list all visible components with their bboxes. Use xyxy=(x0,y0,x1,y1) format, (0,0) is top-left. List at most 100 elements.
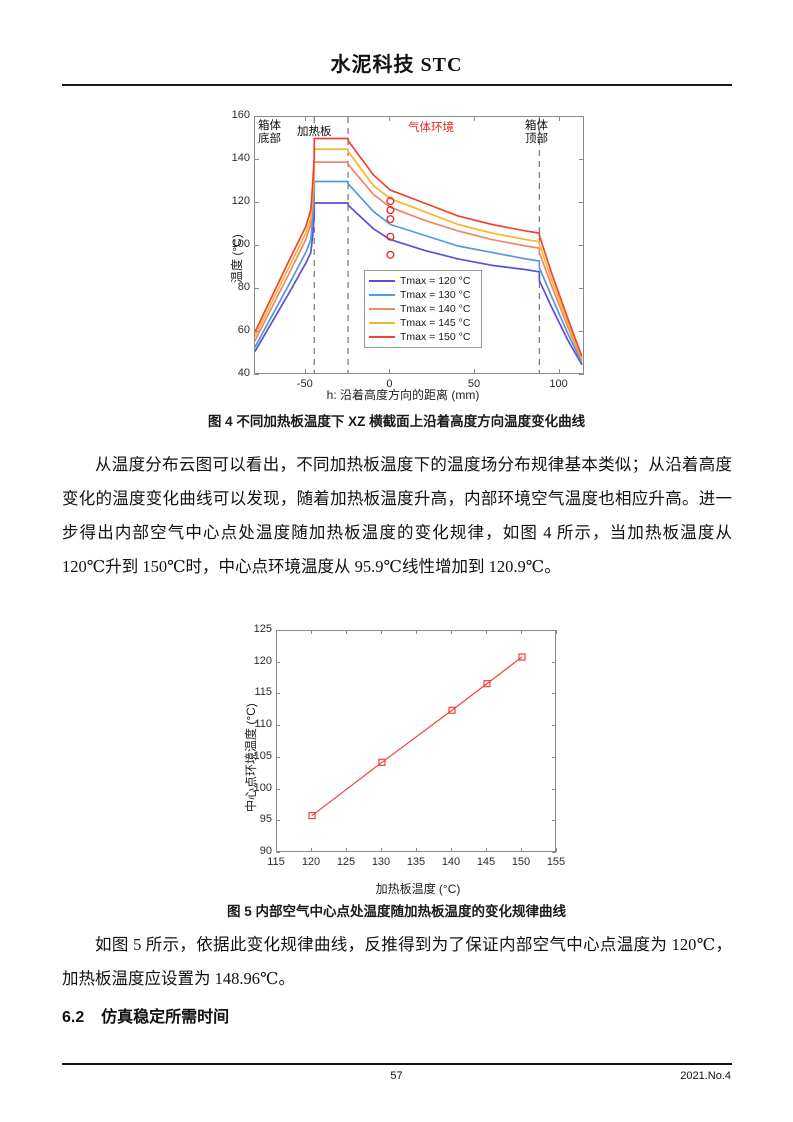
figure5-data-point-3 xyxy=(483,680,491,688)
figure4-caption: 图 4 不同加热板温度下 XZ 横截面上沿着高度方向温度变化曲线 xyxy=(207,414,586,429)
figure4-legend-swatch-2 xyxy=(369,308,395,310)
figure4-center-marker-3 xyxy=(386,206,395,215)
figure4-y-tick-80: 80 xyxy=(237,281,250,293)
figure4-y-tick-40: 40 xyxy=(237,367,250,379)
figure4-legend-swatch-3 xyxy=(369,322,395,324)
figure4-y-tickmark-40 xyxy=(254,374,259,375)
figure5-x-tick-140: 140 xyxy=(441,856,461,868)
region-label-box-bottom-line2: 底部 xyxy=(258,132,281,145)
figure4-legend-row-3[interactable]: Tmax = 145 °C xyxy=(369,316,476,330)
figure4-legend-row-4[interactable]: Tmax = 150 °C xyxy=(369,330,476,344)
figure4-legend-row-2[interactable]: Tmax = 140 °C xyxy=(369,302,476,316)
figure5-x-tickmark-top-150 xyxy=(521,630,522,634)
footer-divider xyxy=(62,1063,732,1065)
figure5-x-tickmark-top-135 xyxy=(416,630,417,634)
figure5-x-tickmark-top-145 xyxy=(486,630,487,634)
figure4-legend-swatch-0 xyxy=(369,280,395,282)
figure5-y-axis-title: 中心点环境温度 (°C) xyxy=(244,703,258,812)
figure4-x-tickmark-top-100 xyxy=(558,116,560,121)
figure5-y-tickmark-right-100 xyxy=(552,788,556,790)
figure5-y-tick-95: 95 xyxy=(259,813,272,826)
figure5-trend-line xyxy=(311,656,523,817)
figure5-data-point-0 xyxy=(308,811,316,820)
figure5-y-tickmark-right-125 xyxy=(552,630,556,631)
figure5-y-tick-125: 125 xyxy=(253,623,272,635)
figure5-x-tick-145: 145 xyxy=(476,856,496,868)
figure4-legend-row-1[interactable]: Tmax = 130 °C xyxy=(369,288,476,302)
region-label-box-top-line2: 顶部 xyxy=(525,132,548,145)
figure5-y-tickmark-right-110 xyxy=(552,725,556,727)
figure5-x-tick-155: 155 xyxy=(546,856,566,868)
figure4-curves xyxy=(255,117,583,373)
figure4-x-tick--50: -50 xyxy=(296,378,313,390)
figure5-y-tickmark-120 xyxy=(276,661,280,663)
figure5-x-tickmark-135 xyxy=(416,848,417,852)
region-label-heating-plate: 加热板 xyxy=(297,126,332,139)
figure4-center-marker-0 xyxy=(386,250,395,259)
figure5-x-tickmark-140 xyxy=(451,848,452,852)
figure4-y-tick-100: 100 xyxy=(231,238,250,250)
section-heading: 6.2 仿真稳定所需时间 xyxy=(62,1003,229,1027)
figure5-y-tickmark-right-90 xyxy=(552,852,556,853)
figure5-y-tickmark-right-105 xyxy=(552,756,556,758)
body-paragraph-1: 从温度分布云图可以看出，不同加热板温度下的温度场分布规律基本类似；从沿着高度变化… xyxy=(62,455,732,576)
figure4-legend-row-0[interactable]: Tmax = 120 °C xyxy=(369,274,476,288)
figure5-x-tick-130: 130 xyxy=(371,856,391,868)
figure4-y-tickmark-right-40 xyxy=(579,374,584,375)
figure5-caption: 图 5 内部空气中心点处温度随加热板温度的变化规律曲线 xyxy=(226,904,566,919)
figure4-legend-label-3: Tmax = 145 °C xyxy=(400,317,471,329)
figure4-x-tickmark-top-50 xyxy=(474,116,475,121)
figure5-y-tickmark-110 xyxy=(276,725,280,727)
figure5-y-tick-90: 90 xyxy=(259,845,272,857)
figure4-x-tick-50: 50 xyxy=(467,378,481,390)
figure5-x-tickmark-150 xyxy=(521,848,522,852)
figure5-x-tickmark-130 xyxy=(381,848,382,852)
figure4-x-tick-100: 100 xyxy=(549,378,568,390)
figure4-y-tickmark-right-100 xyxy=(579,245,584,246)
figure4-y-tickmark-right-80 xyxy=(579,288,584,289)
figure4-x-tickmark-top-0 xyxy=(389,116,391,121)
figure4-y-tickmark-right-60 xyxy=(579,331,584,332)
figure5-y-tick-120: 120 xyxy=(253,654,272,667)
figure4-x-tickmark-0 xyxy=(389,369,391,374)
figure5-y-tickmark-105 xyxy=(276,756,280,758)
body-paragraph-2: 如图 5 所示，依据此变化规律曲线，反推得到为了保证内部空气中心点温度为 120… xyxy=(62,935,732,988)
figure4-y-tickmark-right-160 xyxy=(579,116,584,117)
figure5-x-tickmark-155 xyxy=(556,848,557,852)
figure5-y-tickmark-right-95 xyxy=(552,820,556,822)
figure5-data-point-2 xyxy=(448,706,456,714)
figure4-y-tickmark-right-140 xyxy=(579,159,584,160)
figure4-series-line-2 xyxy=(255,161,583,361)
figure4-legend-label-1: Tmax = 130 °C xyxy=(400,289,471,301)
figure4-series-line-3 xyxy=(255,148,583,359)
figure4-x-axis-title: h: 沿着高度方向的距离 (mm) xyxy=(326,388,480,402)
figure5-y-tick-115: 115 xyxy=(254,686,272,699)
figure5-x-tickmark-top-155 xyxy=(556,630,557,634)
figure4-legend-label-4: Tmax = 150 °C xyxy=(400,331,471,343)
footer-page-number: 57 xyxy=(390,1070,403,1082)
section-title: 仿真稳定所需时间 xyxy=(101,1009,230,1026)
figure5-series xyxy=(308,653,526,820)
figure5-y-tickmark-100 xyxy=(276,788,280,790)
figure4-legend: Tmax = 120 °C Tmax = 130 °C Tmax = 140 °C T… xyxy=(364,270,482,348)
section-number: 6.2 xyxy=(62,1009,85,1026)
figure5-x-axis-title: 加热板温度 (°C) xyxy=(375,882,461,896)
region-label-gas-environment-line1: 气体环境 xyxy=(408,122,454,134)
figure4-x-tickmark-50 xyxy=(474,369,475,374)
figure4-x-tickmark-100 xyxy=(558,369,560,374)
footer-issue-label: 2021.No.4 xyxy=(680,1070,731,1082)
figure4-y-tick-120: 120 xyxy=(231,195,250,207)
figure4-y-tickmark-160 xyxy=(254,116,259,117)
figure4-chart: 40 60 80 100 120 140 160 -50 0 50 100 h: 沿着高度方向的距离… xyxy=(218,108,588,402)
figure5-y-tickmark-90 xyxy=(276,852,280,853)
figure4-center-marker-2 xyxy=(386,215,395,224)
figure4-y-tickmark-140 xyxy=(254,159,259,160)
figure5-y-tick-105: 105 xyxy=(253,749,272,762)
figure5-y-tickmark-95 xyxy=(276,820,280,822)
region-label-gas-environment: 气体环境 xyxy=(408,122,454,135)
region-label-box-bottom-line1: 箱体 xyxy=(258,120,281,132)
figure5-x-tick-150: 150 xyxy=(511,856,531,868)
figure4-series-line-4 xyxy=(255,137,583,357)
figure5-y-tickmark-right-120 xyxy=(552,661,556,663)
figure4-y-tickmark-100 xyxy=(254,245,259,246)
